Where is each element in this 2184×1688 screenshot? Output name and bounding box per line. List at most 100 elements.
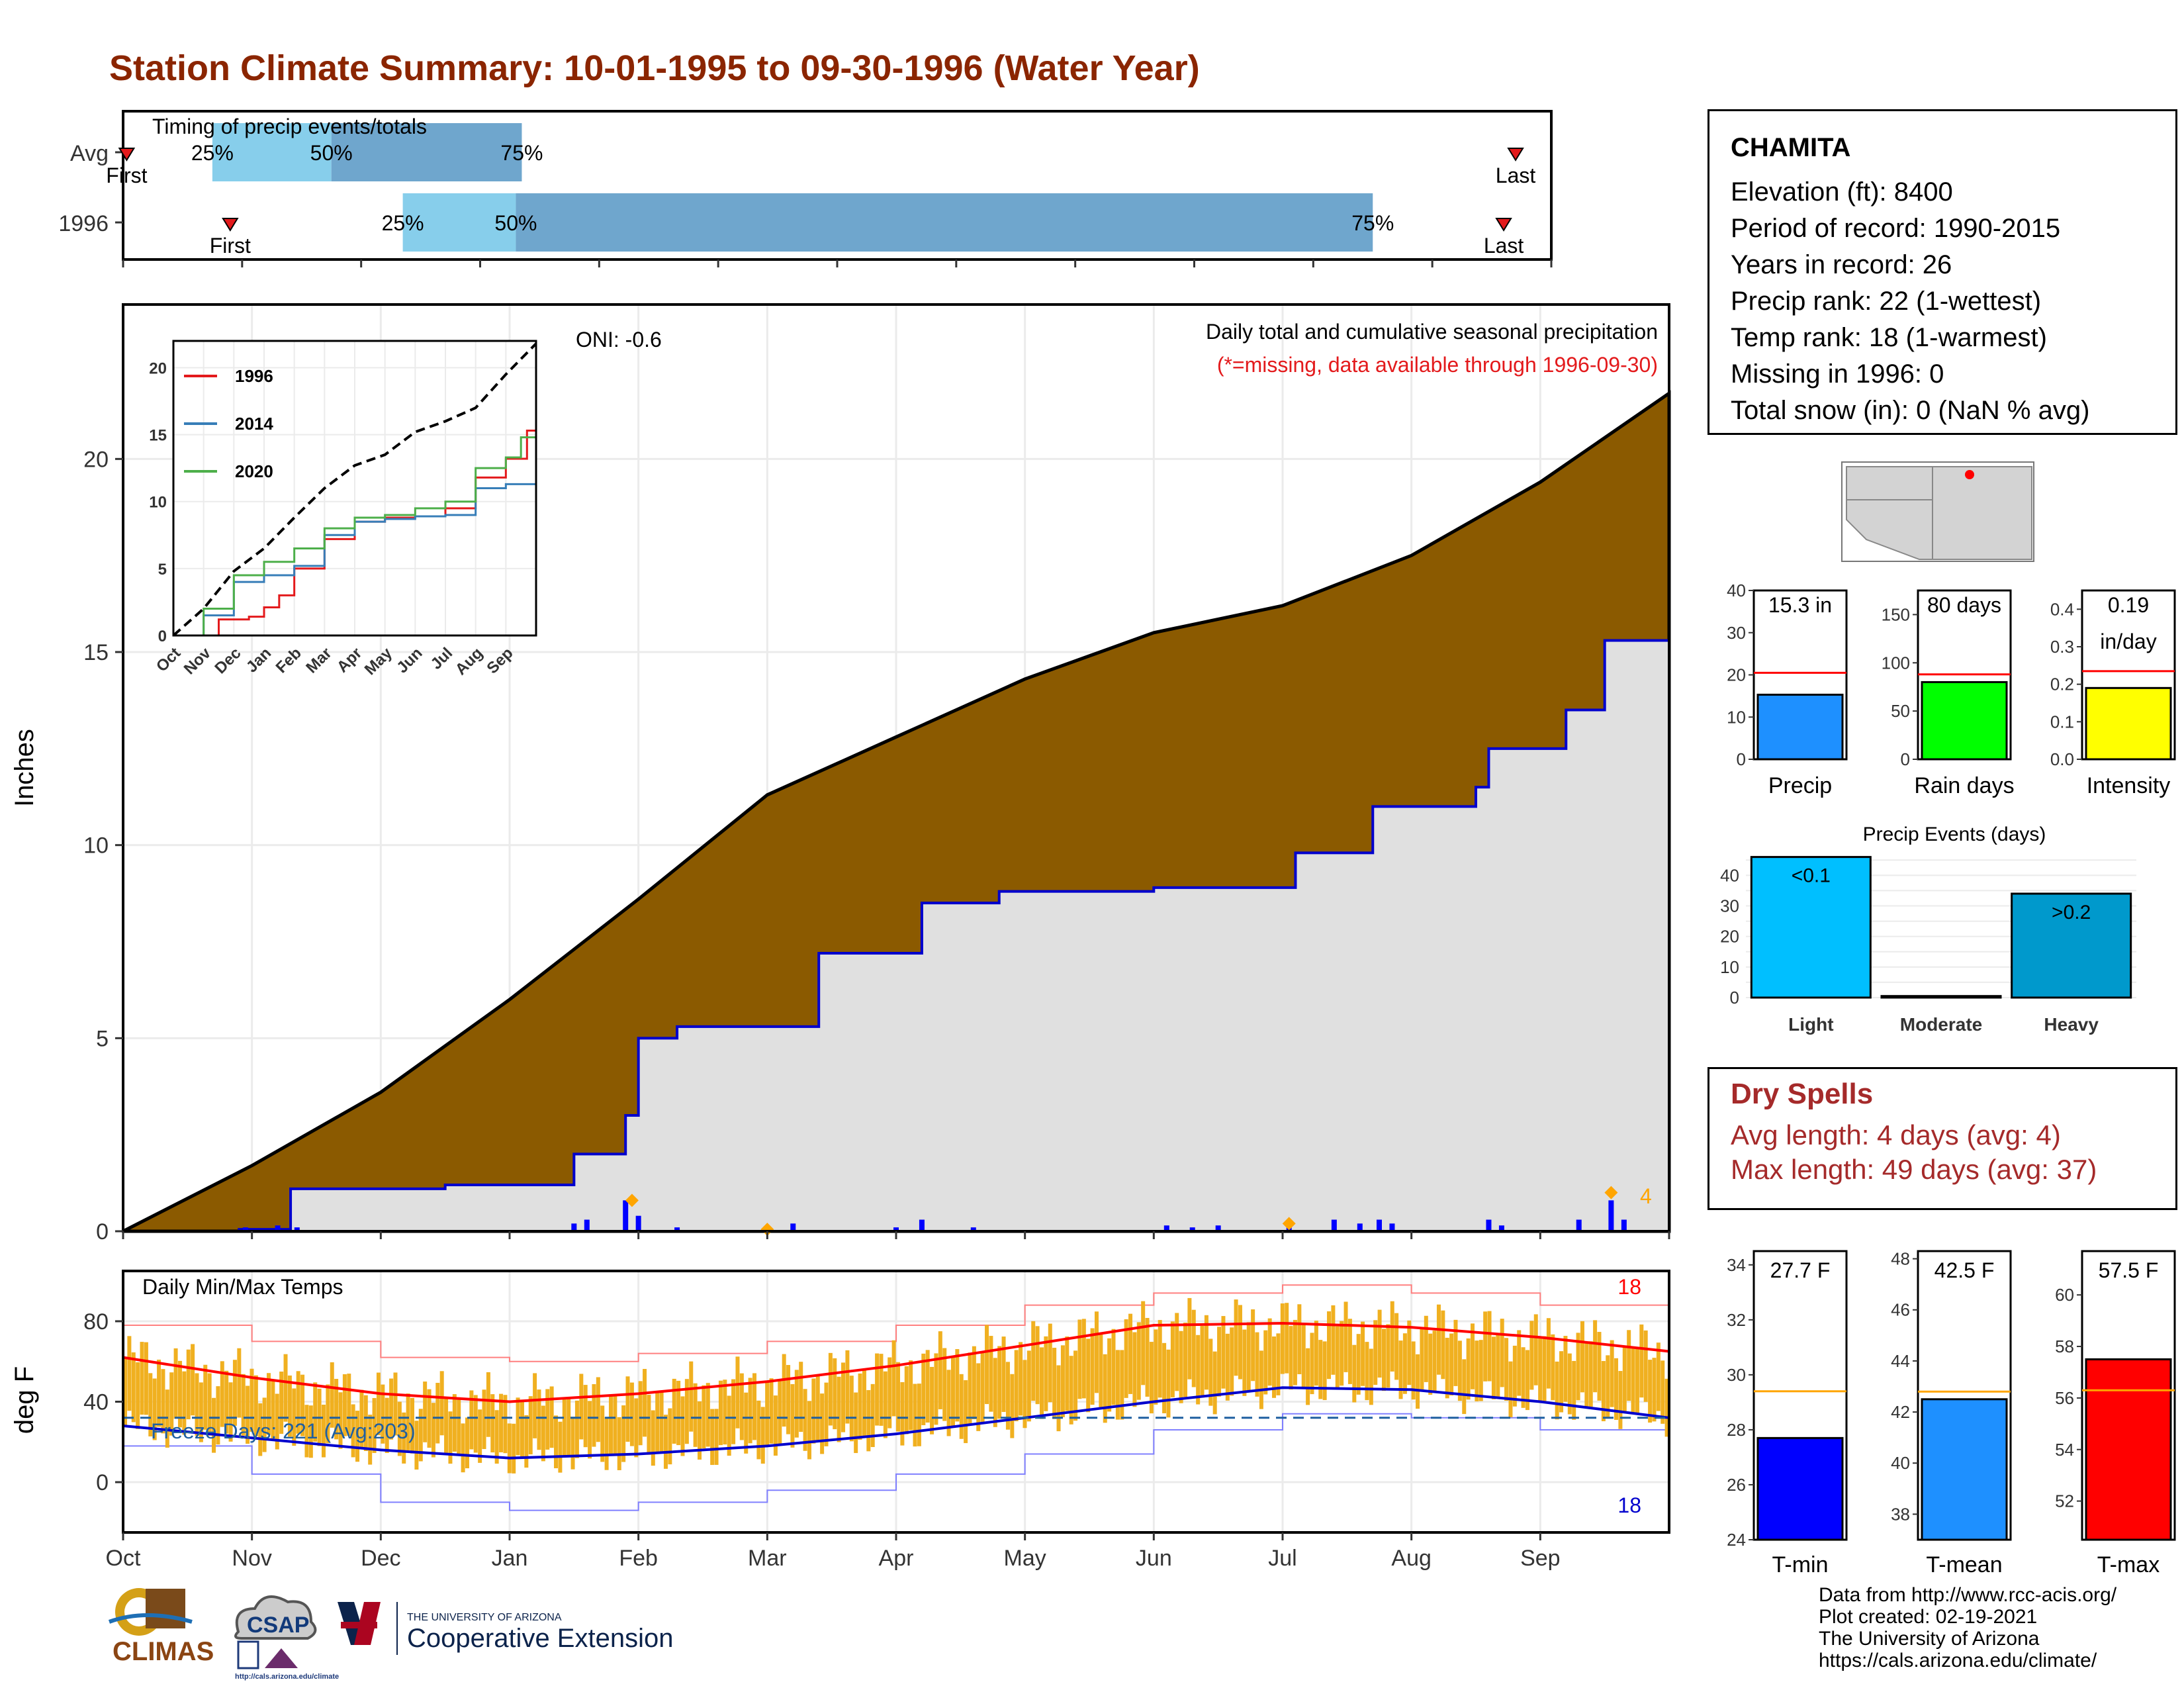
minibar-y-tick-label: 0.0 [2050, 749, 2074, 769]
daily-temp-bar [1115, 1350, 1120, 1420]
record-max-line [123, 1284, 1670, 1362]
precip-y-tick-label: 0 [96, 1219, 109, 1244]
daily-temp-bar [1340, 1321, 1344, 1386]
daily-precip-bar [790, 1223, 796, 1231]
daily-temp-bar [1246, 1322, 1251, 1391]
daily-temp-bar [152, 1378, 157, 1440]
daily-temp-bar [169, 1372, 174, 1436]
daily-temp-bar [862, 1368, 866, 1436]
tempbar-t-max: 52 54 56 58 60 57.5 F T-max [2055, 1250, 2176, 1577]
events-bar-label: >0.2 [2052, 902, 2091, 923]
daily-temp-bar [1090, 1328, 1095, 1405]
daily-temp-bar [1377, 1309, 1382, 1378]
daily-temp-bar [1373, 1320, 1378, 1385]
temp-y-tick-label: 0 [96, 1470, 109, 1495]
daily-temp-bar [629, 1382, 634, 1446]
daily-temp-bar [1276, 1333, 1281, 1395]
daily-temp-bar [1496, 1334, 1500, 1398]
events-y-tick-label: 40 [1720, 865, 1739, 885]
tempbar-y-tick-label: 58 [2055, 1336, 2074, 1356]
daily-temp-bar [1242, 1329, 1247, 1396]
daily-temp-bar [482, 1389, 486, 1450]
daily-temp-bar [253, 1375, 258, 1436]
minibar-rain-days: 0 50 100 150 80 days Rain days [1882, 589, 2015, 798]
daily-temp-bar [1196, 1335, 1201, 1405]
daily-temp-bar [583, 1385, 588, 1448]
daily-temp-bar [191, 1344, 195, 1416]
events-category-label: Heavy [2044, 1014, 2099, 1035]
summary-bars: 0 10 20 30 40 15.3 in Precip 0 50 100 150 80 days Ra… [1727, 581, 2176, 798]
daily-temp-bar [1538, 1337, 1543, 1402]
tempbar-value-label: 42.5 F [1934, 1258, 1995, 1282]
daily-temp-bar [1285, 1303, 1289, 1374]
temperature-summary-bars: 24 26 28 30 32 34 27.7 F T-min 38 40 42 44 46 48 42.5 … [1727, 1249, 2176, 1577]
daily-temp-bar [1416, 1354, 1420, 1409]
daily-temp-bar [676, 1380, 681, 1446]
daily-temp-bar [503, 1395, 508, 1454]
daily-temp-bar [1255, 1332, 1259, 1397]
daily-temp-bar [663, 1415, 668, 1469]
daily-temp-bar [596, 1377, 600, 1442]
month-tick-label: Mar [748, 1546, 787, 1571]
precip-y-axis-label: Inches [10, 729, 39, 807]
obs-cumulative-line [123, 639, 1669, 1233]
daily-temp-bar [140, 1342, 144, 1415]
daily-temp-bar [837, 1376, 841, 1442]
timing-pct-label: 75% [1351, 211, 1394, 235]
daily-temp-bar [1301, 1325, 1306, 1389]
precip-annotation-title: Daily total and cumulative seasonal prec… [1206, 320, 1658, 344]
daily-temp-bar [250, 1368, 254, 1432]
daily-temp-bar [1293, 1319, 1297, 1385]
daily-temp-bar [1572, 1360, 1576, 1420]
temp-title: Daily Min/Max Temps [142, 1275, 343, 1299]
tempbar-y-tick-label: 56 [2055, 1388, 2074, 1408]
daily-temp-bar [613, 1396, 617, 1456]
daily-temp-bar [1639, 1324, 1644, 1398]
daily-temp-bar [1234, 1299, 1238, 1376]
daily-temp-bar [144, 1342, 148, 1415]
events-y-tick-label: 0 [1730, 988, 1739, 1008]
daily-temp-bar [554, 1415, 559, 1469]
daily-temp-bar [1475, 1340, 1479, 1402]
daily-temp-bar [1111, 1329, 1116, 1405]
daily-temp-bar [241, 1374, 246, 1436]
daily-temp-bar [448, 1411, 453, 1464]
daily-temp-bar [212, 1397, 216, 1453]
tempbar-t-mean: 38 40 42 44 46 48 42.5 F T-mean [1891, 1249, 2012, 1577]
daily-temp-bar [727, 1395, 731, 1456]
daily-precip-bar [893, 1227, 899, 1231]
daily-temp-bar [1652, 1358, 1657, 1422]
daily-temp-bar [381, 1384, 385, 1444]
daily-temp-bar [1204, 1315, 1208, 1390]
daily-temp-bar [833, 1358, 837, 1430]
credit-university: The University of Arizona [1819, 1628, 2040, 1650]
daily-temp-bar [207, 1373, 212, 1436]
daily-temp-bar [1601, 1361, 1606, 1422]
daily-temp-bar [127, 1336, 132, 1411]
temp-y-axis-label: deg F [10, 1366, 39, 1434]
daily-temp-bar [304, 1405, 309, 1458]
daily-temp-bar [946, 1370, 951, 1436]
daily-temp-bar [659, 1391, 664, 1452]
dry-spells-max: Max length: 49 days (avg: 37) [1731, 1154, 2097, 1185]
daily-precip-bar [1621, 1219, 1627, 1231]
daily-temp-bar [1365, 1342, 1369, 1401]
daily-temp-bar [841, 1362, 846, 1432]
station-years: Years in record: 26 [1731, 250, 1952, 279]
daily-temp-bar [739, 1373, 744, 1440]
daily-precip-bar [623, 1200, 629, 1231]
freeze-days-label: Freeze Days: 221 (Avg:203) [151, 1419, 416, 1443]
daily-temp-bar [520, 1399, 524, 1457]
daily-temp-bar [934, 1353, 938, 1425]
daily-temp-bar [296, 1371, 300, 1434]
daily-temp-bar [567, 1399, 571, 1457]
daily-temp-bar [1551, 1334, 1555, 1401]
daily-temp-bar [1471, 1323, 1475, 1389]
daily-temp-bar [744, 1392, 749, 1454]
daily-temp-bar [638, 1381, 643, 1446]
daily-temp-bar [1369, 1348, 1373, 1405]
timing-marker-label: First [106, 164, 147, 187]
timing-bar-50-75 [331, 123, 522, 181]
daily-temp-bar [1407, 1320, 1412, 1385]
daily-temp-bar [790, 1383, 795, 1448]
